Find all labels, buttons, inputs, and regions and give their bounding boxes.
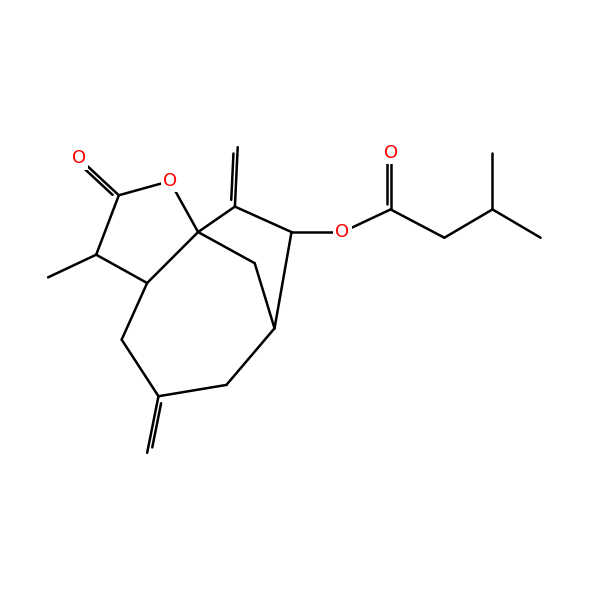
Text: O: O: [72, 149, 86, 167]
Text: O: O: [335, 223, 350, 241]
Text: O: O: [383, 144, 398, 162]
Text: O: O: [163, 172, 177, 190]
